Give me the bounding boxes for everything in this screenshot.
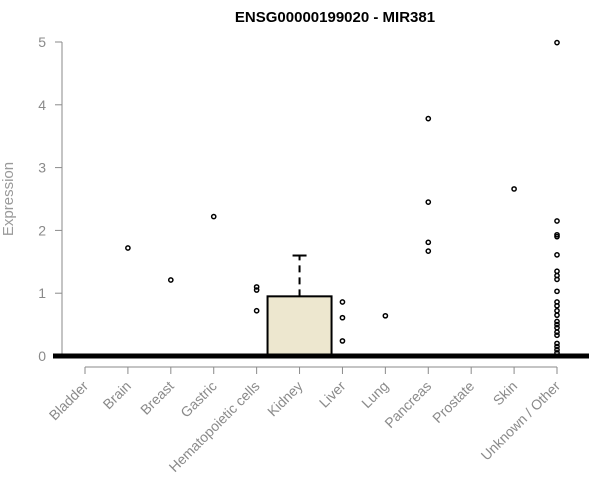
box-breast: [138, 277, 203, 359]
outlier-point: [554, 252, 560, 258]
y-axis: 0 1 2 3 4 5: [38, 34, 63, 364]
outlier-point: [511, 186, 517, 192]
outlier-point: [339, 314, 346, 321]
x-tick-label-skin: Skin: [490, 378, 521, 409]
outlier-point: [554, 350, 560, 356]
outlier-point: [554, 318, 560, 325]
outlier-point: [554, 39, 560, 46]
outlier-point: [253, 287, 260, 293]
box-pancreas: [396, 115, 461, 359]
outlier-point: [554, 288, 560, 295]
x-tick-label-kidney: Kidney: [264, 378, 306, 420]
y-axis-label: Expression: [0, 162, 17, 236]
box-lung: [353, 312, 418, 359]
outlier-point: [253, 284, 260, 290]
box-unknown-other: [525, 39, 589, 359]
y-tick-label: 1: [38, 285, 46, 301]
outlier-point: [554, 218, 560, 224]
outlier-point: [554, 329, 560, 335]
outlier-point: [167, 277, 174, 283]
outlier-point: [554, 276, 560, 283]
x-tick-label-gastric: Gastric: [177, 378, 220, 421]
outlier-point: [554, 268, 560, 275]
box-brain: [95, 245, 160, 359]
y-tick-label: 2: [38, 222, 46, 238]
y-tick-label: 4: [38, 97, 46, 113]
box-kidney: [266, 254, 333, 359]
outlier-point: [554, 343, 560, 350]
box-skin: [482, 186, 547, 359]
outlier-point: [425, 115, 432, 122]
boxes-layer: [53, 39, 589, 359]
y-tick-label: 3: [38, 160, 46, 176]
x-tick-label-bladder: Bladder: [46, 378, 92, 424]
x-tick-label-brain: Brain: [100, 378, 134, 412]
y-tick-label: 5: [38, 34, 46, 50]
box-gastric: [181, 213, 246, 359]
outlier-point: [382, 312, 389, 319]
outlier-point: [425, 199, 432, 205]
x-tick-label-lung: Lung: [358, 378, 391, 411]
outlier-point: [554, 340, 560, 347]
x-tick-label-prostate: Prostate: [429, 378, 477, 426]
outlier-point: [554, 307, 560, 314]
outlier-point: [253, 307, 260, 314]
outlier-point: [554, 324, 560, 331]
outlier-point: [425, 248, 432, 254]
y-tick-label: 0: [38, 348, 46, 364]
x-tick-label-liver: Liver: [316, 378, 349, 411]
outlier-point: [554, 233, 560, 240]
outlier-point: [554, 332, 560, 339]
chart-title: ENSG00000199020 - MIR381: [235, 9, 435, 26]
outlier-point: [210, 213, 217, 220]
outlier-point: [125, 245, 131, 251]
outlier-point: [554, 312, 560, 319]
outlier-point: [425, 239, 432, 246]
outlier-point: [554, 346, 560, 353]
outlier-point: [554, 302, 560, 309]
outlier-point: [554, 321, 560, 328]
outlier-point: [339, 338, 346, 344]
x-tick-label-pancreas: Pancreas: [381, 378, 434, 431]
outlier-point: [339, 299, 346, 305]
box-body: [266, 295, 333, 357]
x-tick-label-breast: Breast: [137, 378, 177, 418]
x-tick-label-unknown-other: Unknown / Other: [478, 378, 564, 464]
